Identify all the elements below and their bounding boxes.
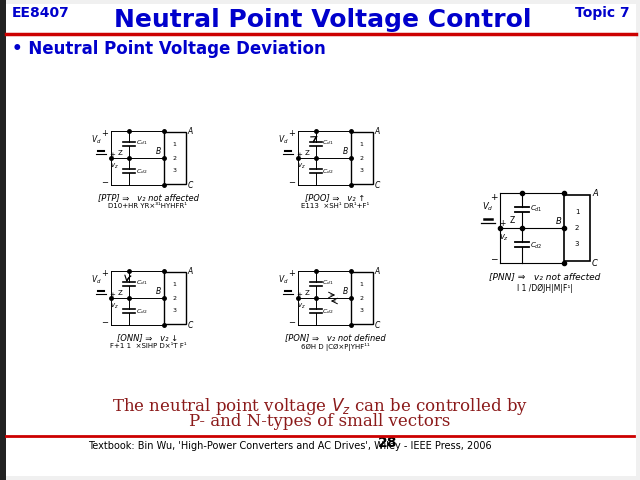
Bar [564,195,590,261]
Text: $C_{d2}$: $C_{d2}$ [323,167,334,176]
Text: +: + [296,292,303,298]
Text: 3: 3 [360,309,364,313]
Text: C: C [188,180,193,190]
Text: Z: Z [509,216,515,225]
Text: 1: 1 [173,283,177,288]
Bar [163,272,186,324]
Text: B: B [156,287,161,296]
Text: Z: Z [118,150,123,156]
Text: The neutral point voltage $\mathit{V}_z$ can be controlled by: The neutral point voltage $\mathit{V}_z$… [112,396,528,417]
Text: +: + [102,129,109,137]
Text: l 1 /DØJH|M|F¹|: l 1 /DØJH|M|F¹| [517,284,573,293]
Text: $C_{d1}$: $C_{d1}$ [323,138,334,147]
Text: +: + [289,129,296,137]
Text: [ONN] ⇒   v₂ ↓: [ONN] ⇒ v₂ ↓ [117,333,179,342]
Text: −: − [490,254,498,264]
Text: 1: 1 [360,283,364,288]
Text: E113  ×SH¹ DR¹+F¹: E113 ×SH¹ DR¹+F¹ [301,203,369,209]
Text: $C_{d1}$: $C_{d1}$ [530,204,543,214]
Text: 3: 3 [173,309,177,313]
Text: $C_{d2}$: $C_{d2}$ [136,167,147,176]
Text: −: − [102,179,109,188]
Text: [PNN] ⇒   v₂ not affected: [PNN] ⇒ v₂ not affected [490,272,601,281]
Text: C: C [374,180,380,190]
Text: Z: Z [118,290,123,296]
Text: P- and N-types of small vectors: P- and N-types of small vectors [189,413,451,430]
Bar [0,0,6,480]
Text: $v_z$: $v_z$ [110,301,119,311]
Text: [PTP] ⇒   v₂ not affected: [PTP] ⇒ v₂ not affected [97,193,198,202]
Text: C: C [374,321,380,329]
Text: EE8407: EE8407 [12,6,70,20]
Text: $V_d$: $V_d$ [278,133,289,146]
Text: 1: 1 [173,143,177,147]
Text: A: A [374,127,380,135]
Text: $C_{d2}$: $C_{d2}$ [136,307,147,316]
Text: A: A [374,266,380,276]
Text: $C_{d2}$: $C_{d2}$ [323,307,334,316]
Text: $V_d$: $V_d$ [483,201,493,213]
Text: 28: 28 [378,436,397,450]
Text: A: A [592,189,598,197]
Text: $V_d$: $V_d$ [278,274,289,286]
Text: $C_{d1}$: $C_{d1}$ [136,138,147,147]
Text: F+1 1  ×SIHP D×¹T F¹: F+1 1 ×SIHP D×¹T F¹ [109,343,186,349]
Text: $V_d$: $V_d$ [91,274,102,286]
Text: +: + [296,152,303,158]
Text: $v_z$: $v_z$ [110,161,119,170]
Text: 2: 2 [173,296,177,300]
Text: +: + [499,219,505,228]
Text: $v_z$: $v_z$ [499,233,509,243]
Text: A: A [188,127,193,135]
Text: $C_{d2}$: $C_{d2}$ [530,240,543,251]
Text: +: + [289,268,296,277]
Text: +: + [490,192,498,202]
Text: C: C [592,259,598,267]
Text: 2: 2 [575,225,579,231]
Text: [PON] ⇒   v₂ not defined: [PON] ⇒ v₂ not defined [285,333,385,342]
Text: Z: Z [305,150,310,156]
Text: D10+HR YR×³¹HYHFR¹: D10+HR YR×³¹HYHFR¹ [109,203,188,209]
Text: 1: 1 [360,143,364,147]
Text: −: − [102,319,109,327]
Text: B: B [156,147,161,156]
Text: B: B [343,147,349,156]
Text: Z: Z [305,290,310,296]
Text: B: B [343,287,349,296]
Bar [163,132,186,184]
Text: −: − [289,319,296,327]
Text: 2: 2 [360,296,364,300]
Text: • Neutral Point Voltage Deviation: • Neutral Point Voltage Deviation [12,40,326,58]
Text: C: C [188,321,193,329]
Text: Neutral Point Voltage Control: Neutral Point Voltage Control [115,8,532,32]
Text: 6ØH D |CØ×P|YHF¹¹: 6ØH D |CØ×P|YHF¹¹ [301,343,369,351]
Text: +: + [102,268,109,277]
Text: $v_z$: $v_z$ [297,301,306,311]
Text: [POO] ⇒   v₂ ↑: [POO] ⇒ v₂ ↑ [305,193,365,202]
Bar [351,132,372,184]
Text: A: A [188,266,193,276]
Text: 1: 1 [575,208,579,215]
Text: $C_{d1}$: $C_{d1}$ [323,278,334,287]
Text: 2: 2 [173,156,177,160]
Text: +: + [109,292,115,298]
Text: 3: 3 [360,168,364,173]
Text: $C_{d1}$: $C_{d1}$ [136,278,147,287]
Text: Textbook: Bin Wu, 'High-Power Converters and AC Drives', Wiley - IEEE Press, 200: Textbook: Bin Wu, 'High-Power Converters… [88,441,492,451]
Text: 2: 2 [360,156,364,160]
Text: $v_z$: $v_z$ [297,161,306,170]
Bar [351,272,372,324]
Text: $V_d$: $V_d$ [91,133,102,146]
Text: Topic 7: Topic 7 [575,6,630,20]
Text: B: B [556,217,562,226]
Text: +: + [109,152,115,158]
Text: 3: 3 [173,168,177,173]
Text: −: − [289,179,296,188]
Text: 3: 3 [575,241,579,248]
